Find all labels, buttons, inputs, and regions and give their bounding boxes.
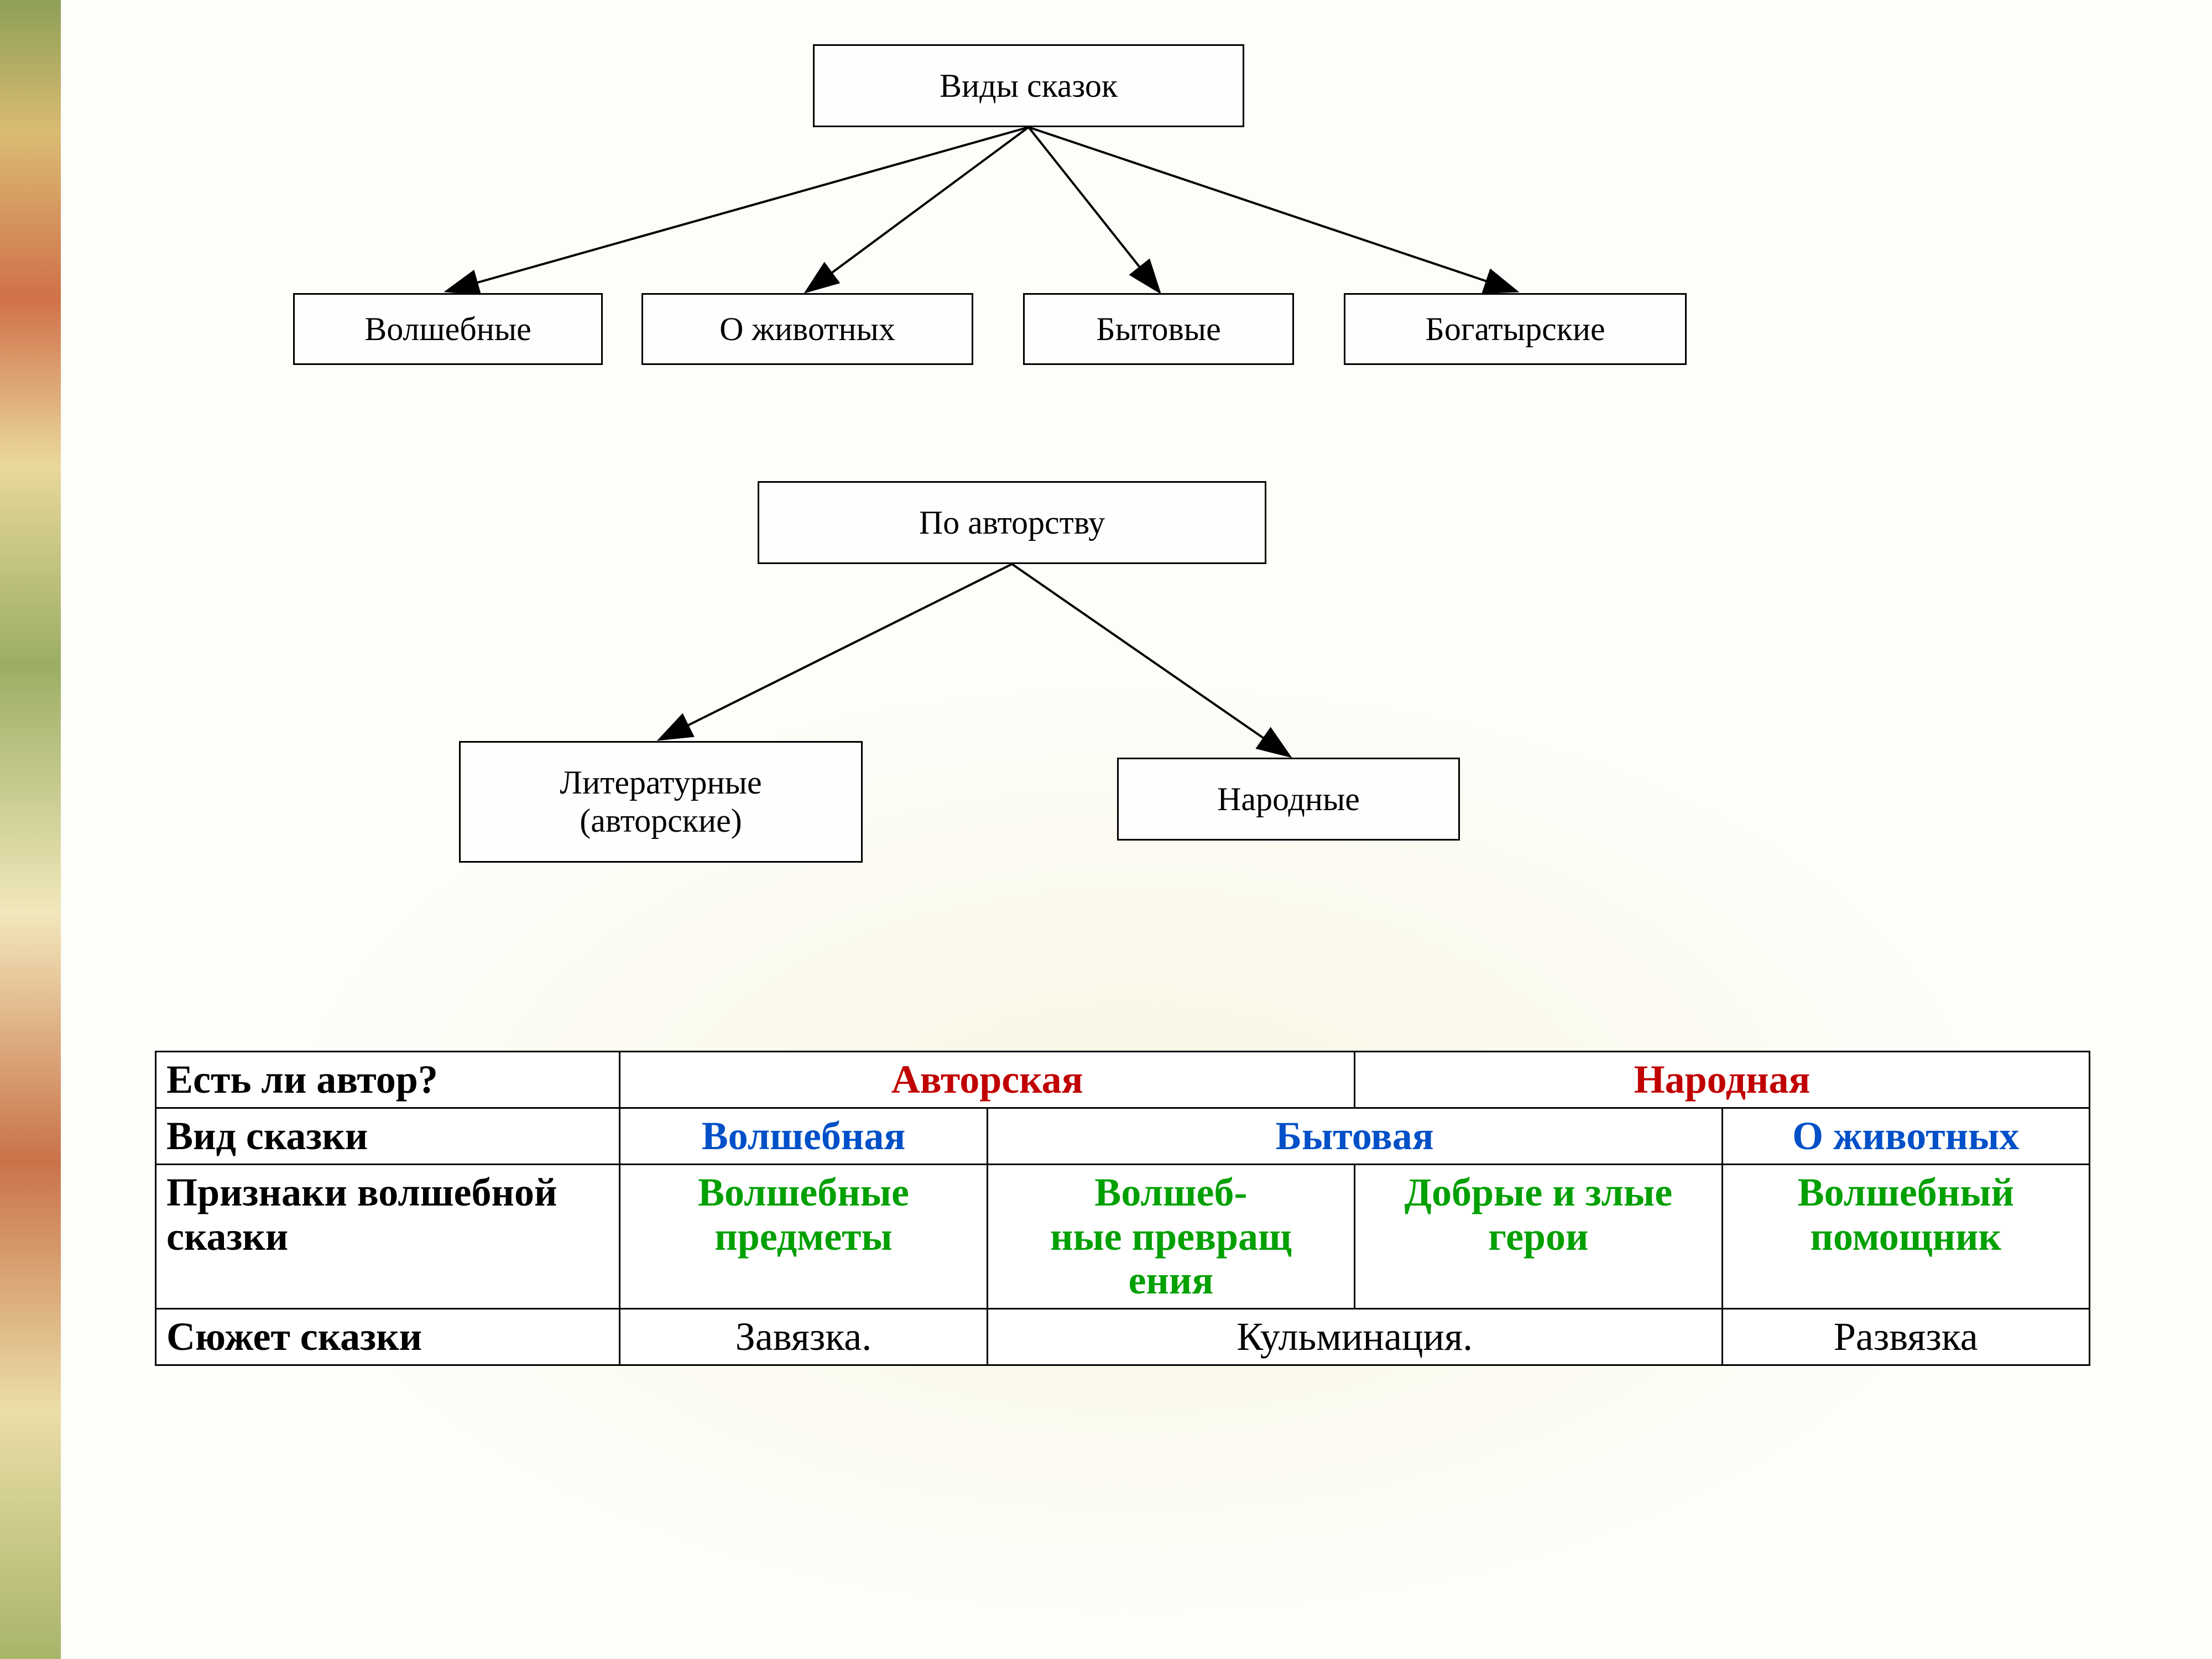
- tree1-child-label: Богатырские: [1425, 310, 1605, 348]
- table-row-label: Сюжет сказки: [156, 1308, 620, 1365]
- table-row: Есть ли автор?АвторскаяНародная: [156, 1052, 2090, 1108]
- table-row: Признаки волшебной сказкиВолшебные предм…: [156, 1165, 2090, 1309]
- tree1-child-label: О животных: [719, 310, 895, 348]
- table-cell: Развязка: [1722, 1308, 2089, 1365]
- tree1-child-node: Бытовые: [1023, 293, 1294, 365]
- table-cell: Волшеб- ные превращ ения: [987, 1165, 1354, 1309]
- tree1-child-label: Волшебные: [364, 310, 531, 348]
- tree1-root-node: Виды сказок: [813, 44, 1244, 127]
- tree2-child-label: Литературные (авторские): [560, 764, 761, 840]
- table-cell: О животных: [1722, 1108, 2089, 1165]
- table-cell: Бытовая: [987, 1108, 1722, 1165]
- table-cell: Завязка.: [620, 1308, 987, 1365]
- classification-table: Есть ли автор?АвторскаяНароднаяВид сказк…: [155, 1051, 2090, 1366]
- table-row-label: Вид сказки: [156, 1108, 620, 1165]
- table-cell: Волшебные предметы: [620, 1165, 987, 1309]
- tree2-child-node: Народные: [1117, 758, 1460, 841]
- tree2-child-node: Литературные (авторские): [459, 741, 863, 863]
- tree1-root-label: Виды сказок: [940, 67, 1118, 105]
- decorative-left-strip: [0, 0, 61, 1659]
- table-row: Вид сказкиВолшебнаяБытоваяО животных: [156, 1108, 2090, 1165]
- table-cell: Кульминация.: [987, 1308, 1722, 1365]
- table-row-label: Есть ли автор?: [156, 1052, 620, 1108]
- table-cell: Народная: [1355, 1052, 2090, 1108]
- tree2-child-label: Народные: [1217, 780, 1360, 818]
- tree2-root-label: По авторству: [919, 504, 1105, 542]
- slide-root: Виды сказок Волшебные О животных Бытовые…: [0, 0, 2212, 1659]
- table-row-label: Признаки волшебной сказки: [156, 1165, 620, 1309]
- background-tint: [61, 387, 2212, 1659]
- tree1-child-node: О животных: [641, 293, 973, 365]
- table-cell: Авторская: [620, 1052, 1355, 1108]
- table-cell: Добрые и злые герои: [1355, 1165, 1722, 1309]
- tree1-child-node: Волшебные: [293, 293, 603, 365]
- tree2-root-node: По авторству: [758, 481, 1266, 564]
- tree1-child-label: Бытовые: [1096, 310, 1220, 348]
- table-cell: Волшебный помощник: [1722, 1165, 2089, 1309]
- tree1-child-node: Богатырские: [1344, 293, 1687, 365]
- table-row: Сюжет сказкиЗавязка.Кульминация.Развязка: [156, 1308, 2090, 1365]
- table-cell: Волшебная: [620, 1108, 987, 1165]
